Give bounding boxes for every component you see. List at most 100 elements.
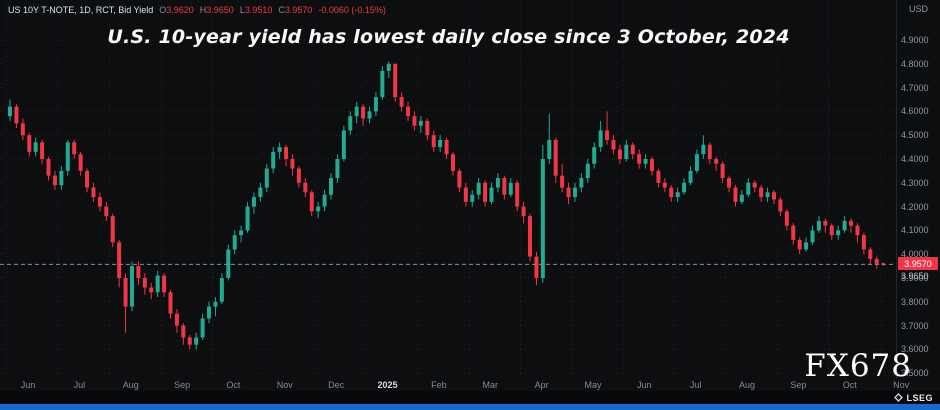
bottom-accent-strip	[0, 404, 940, 410]
candle-body	[46, 159, 51, 176]
time-axis-label: Mar	[482, 380, 498, 390]
candle-body	[727, 178, 732, 188]
candle-body	[309, 192, 314, 212]
candle-body	[52, 175, 57, 186]
time-axis-label: 2025	[377, 380, 398, 390]
candle-body	[33, 142, 38, 152]
candle-body	[547, 139, 552, 159]
change-value: -0.0060 (-0.15%)	[318, 5, 386, 15]
candle-body	[643, 159, 648, 164]
candle-body	[226, 249, 231, 278]
candle-body	[174, 313, 179, 326]
candle-body	[213, 301, 218, 307]
candle-body	[810, 230, 815, 243]
time-axis-label: Aug	[739, 380, 756, 390]
headline-annotation: U.S. 10-year yield has lowest daily clos…	[107, 26, 790, 48]
candle-body	[207, 306, 212, 319]
candle-body	[155, 275, 160, 293]
candle-body	[20, 123, 25, 136]
candle-body	[669, 187, 674, 198]
candle-body	[341, 130, 346, 159]
candle-body	[367, 111, 372, 119]
candle-body	[694, 154, 699, 171]
candle-body	[855, 225, 860, 236]
candle-body	[85, 170, 90, 188]
time-axis-label: May	[584, 380, 602, 390]
time-axis-label: Dec	[328, 380, 345, 390]
candle-body	[316, 206, 321, 212]
candle-body	[72, 142, 77, 155]
candle-body	[91, 187, 96, 198]
candle-body	[438, 139, 443, 148]
time-axis[interactable]: Jun Jul Aug Sep Oct Nov Dec 2025 Feb Mar Apr May Jun…	[0, 378, 909, 391]
candle-body	[232, 235, 237, 250]
candle-body	[804, 242, 809, 250]
candle-body	[489, 187, 494, 202]
low-label: L	[239, 5, 245, 15]
price-axis[interactable]: USD 4.9000 4.8000 4.7000 4.6000 4.5000 4.4000…	[896, 0, 940, 378]
candle-body	[483, 182, 488, 202]
candle-body	[361, 106, 366, 119]
candle-body	[296, 168, 301, 183]
low-value: 3.9510	[244, 5, 273, 15]
candle-body	[78, 154, 83, 171]
instrument-legend[interactable]: US 10Y T-NOTE, 1D, RCT, Bid Yield O3.9620…	[8, 5, 386, 15]
candlestick-chart[interactable]	[0, 0, 897, 378]
candle-body	[579, 178, 584, 188]
candle-body	[97, 197, 102, 207]
candle-body	[528, 216, 533, 257]
candle-body	[264, 168, 269, 188]
candle-body	[829, 225, 834, 236]
candle-body	[707, 144, 712, 159]
candle-body	[560, 175, 565, 188]
candle-body	[418, 120, 423, 126]
time-axis-label: Jun	[637, 380, 652, 390]
candle-body	[329, 178, 333, 195]
candle-body	[566, 187, 571, 198]
candle-body	[617, 149, 622, 159]
candle-body	[444, 139, 449, 155]
time-axis-label: Jun	[20, 380, 36, 390]
lseg-logo: LSEG	[894, 393, 933, 403]
candle-body	[14, 106, 19, 124]
candle-body	[688, 170, 693, 183]
candle-body	[162, 275, 167, 293]
time-axis-label: Apr	[534, 380, 549, 390]
candle-body	[849, 220, 854, 226]
candle-body	[136, 266, 141, 278]
time-axis-label: Sep	[790, 380, 807, 390]
time-axis-label: Aug	[122, 380, 139, 390]
price-axis-label: 4.5000	[901, 130, 929, 141]
candle-body	[662, 182, 667, 188]
price-axis-label: 4.4000	[901, 154, 929, 164]
time-axis-label: Sep	[174, 380, 191, 390]
candle-body	[495, 178, 500, 188]
price-axis-label: 4.7000	[901, 82, 929, 93]
close-label: C	[278, 5, 285, 15]
candle-body	[746, 182, 751, 195]
time-axis-label: Feb	[431, 380, 447, 390]
candle-body	[27, 135, 32, 152]
candle-body	[303, 182, 308, 193]
price-axis-label: 4.8000	[901, 58, 929, 69]
candle-body	[380, 70, 385, 98]
candle-body	[219, 278, 224, 302]
price-axis-label: 3.7000	[901, 320, 929, 331]
candle-body	[515, 182, 520, 207]
fx678-watermark: FX678	[804, 348, 912, 384]
candle-body	[637, 154, 642, 164]
candle-body	[149, 287, 154, 293]
candle-body	[245, 206, 250, 231]
candle-body	[393, 63, 398, 98]
candle-body	[739, 194, 744, 202]
candle-body	[771, 192, 776, 200]
candle-body	[457, 170, 462, 188]
candle-body	[8, 106, 12, 117]
candle-body	[386, 63, 391, 71]
candle-body	[129, 266, 134, 307]
candle-body	[720, 163, 725, 179]
price-axis-label: 3.8000	[901, 296, 929, 307]
candle-body	[425, 120, 430, 136]
candle-body	[868, 249, 873, 259]
candle-body	[117, 242, 122, 278]
